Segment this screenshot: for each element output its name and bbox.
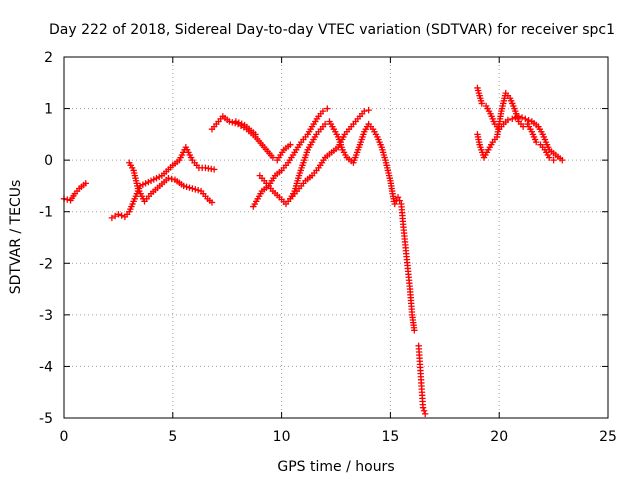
data-point (391, 200, 398, 208)
data-point (64, 196, 71, 203)
data-point (504, 116, 512, 124)
y-tick-label: 0 (44, 153, 53, 169)
data-point (183, 183, 190, 190)
data-point (361, 107, 368, 115)
data-points (60, 84, 566, 418)
data-point (532, 138, 540, 146)
y-tick-label: -4 (39, 359, 53, 375)
data-point (186, 184, 193, 191)
data-point (411, 327, 418, 334)
data-point (180, 182, 187, 190)
data-point (321, 120, 329, 128)
data-point (238, 120, 245, 128)
data-point (324, 105, 331, 112)
y-axis-label: SDTVAR / TECUs (8, 180, 24, 295)
data-point (210, 166, 218, 173)
x-axis-label: GPS time / hours (277, 459, 394, 475)
x-tick-label: 15 (381, 429, 399, 445)
data-point (192, 186, 199, 193)
data-point (522, 115, 529, 123)
data-point (115, 211, 122, 218)
data-point (168, 175, 175, 183)
data-point (194, 187, 202, 194)
data-point (509, 115, 516, 123)
chart-title: Day 222 of 2018, Sidereal Day-to-day VTE… (49, 22, 615, 38)
data-point (189, 185, 196, 192)
data-point (396, 197, 403, 204)
data-point (229, 119, 236, 126)
data-point (232, 118, 240, 125)
y-tick-label: -1 (39, 205, 53, 221)
plot-frame (63, 56, 609, 419)
x-tick-label: 10 (273, 429, 291, 445)
grid-lines (64, 57, 608, 418)
x-tick-label: 5 (168, 429, 177, 445)
x-tick-label: 25 (599, 429, 617, 445)
y-tick-label: -3 (39, 308, 53, 324)
x-tick-label: 20 (490, 429, 508, 445)
y-tick-label: 1 (44, 102, 53, 118)
data-point (208, 199, 216, 206)
data-point (419, 404, 427, 411)
data-point (420, 407, 428, 414)
data-point (518, 114, 526, 121)
data-point (519, 123, 527, 130)
data-point (269, 154, 277, 161)
data-point (478, 100, 485, 107)
data-point (235, 119, 243, 126)
data-point (287, 141, 294, 148)
data-point (546, 154, 553, 161)
y-tick-label: 2 (44, 50, 53, 66)
x-tick-label: 0 (60, 429, 69, 445)
data-point (165, 174, 172, 182)
data-point (559, 156, 566, 164)
data-point (226, 118, 233, 125)
data-point (394, 194, 402, 201)
data-point (319, 107, 327, 115)
x-tick-labels: 0 5 10 15 20 25 (60, 429, 617, 445)
y-tick-labels: -5 -4 -3 -2 -1 0 1 2 (39, 50, 53, 427)
y-tick-label: -5 (39, 411, 53, 427)
data-point (422, 410, 429, 418)
y-tick-label: -2 (39, 256, 53, 272)
data-point (111, 212, 119, 220)
data-point (525, 116, 532, 124)
data-point (82, 180, 89, 187)
data-point (550, 156, 557, 164)
data-point (118, 212, 125, 219)
data-point (252, 131, 259, 138)
data-point (365, 106, 372, 114)
data-point (108, 214, 116, 222)
